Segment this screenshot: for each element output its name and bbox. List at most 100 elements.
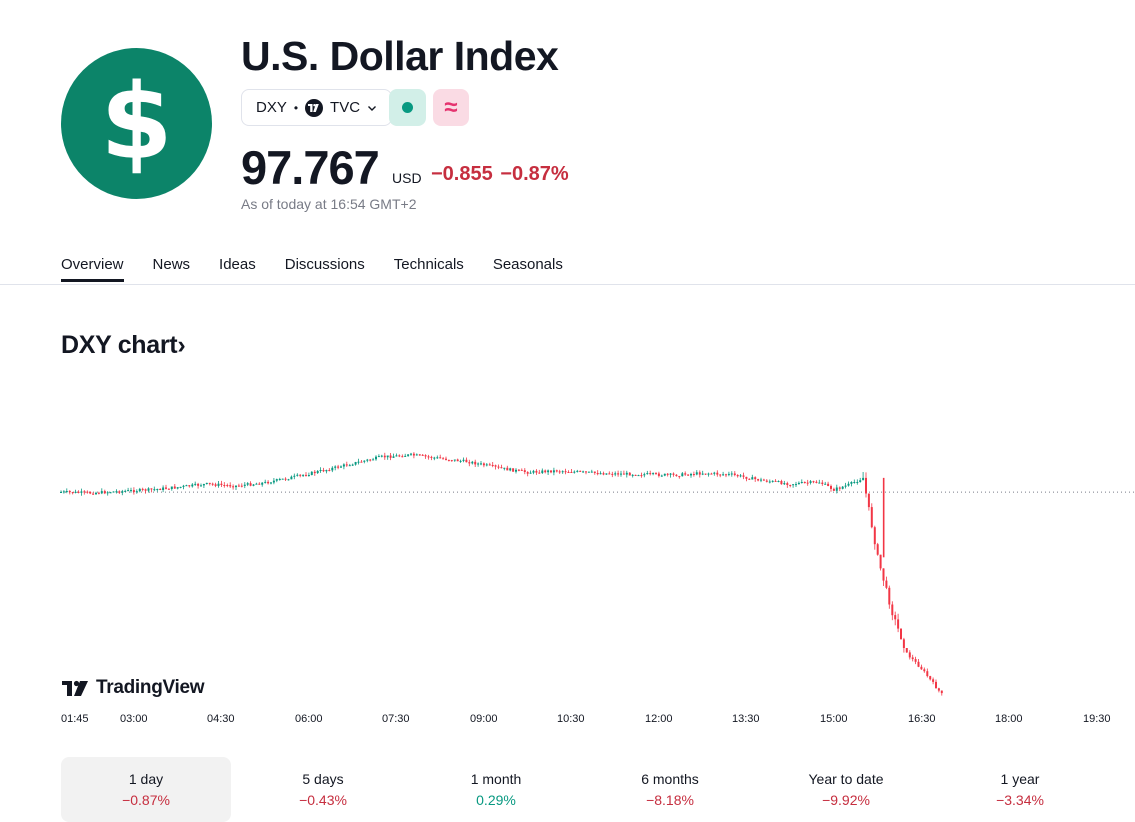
- time-tick-label: 10:30: [557, 713, 585, 725]
- candle-body: [812, 481, 815, 483]
- candle-body: [923, 669, 926, 672]
- candle-body: [468, 462, 471, 464]
- candle-body: [500, 467, 503, 469]
- period-change: 0.29%: [476, 792, 516, 808]
- candle-body: [170, 486, 173, 489]
- time-tick-label: 01:45: [61, 713, 89, 725]
- period-1-month[interactable]: 1 month 0.29%: [411, 757, 581, 822]
- time-tick-label: 07:30: [382, 713, 410, 725]
- candle-body: [106, 492, 109, 494]
- symbol-exchange-selector[interactable]: DXY • TVC: [241, 89, 393, 126]
- period-6-months[interactable]: 6 months −8.18%: [585, 757, 755, 822]
- candle-body: [634, 474, 637, 476]
- candle-body: [182, 485, 185, 487]
- candle-body: [275, 479, 278, 481]
- candle-body: [681, 473, 684, 477]
- period-label: 1 year: [1000, 771, 1040, 787]
- candle-body: [803, 482, 806, 483]
- chart-section-title[interactable]: DXY chart›: [61, 331, 186, 360]
- candle-body: [552, 470, 555, 473]
- period-1-year[interactable]: 1 year −3.34%: [935, 757, 1105, 822]
- candle-body: [879, 554, 882, 569]
- candle-body: [412, 453, 415, 456]
- candle-body: [258, 483, 261, 485]
- candle-body: [132, 490, 135, 492]
- period-year-to-date[interactable]: Year to date −9.92%: [761, 757, 931, 822]
- candle-body: [380, 455, 383, 457]
- candle-body: [905, 648, 908, 653]
- candle-body: [783, 483, 786, 485]
- candle-body: [558, 471, 561, 473]
- candle-body: [497, 466, 500, 468]
- candle-body: [865, 477, 867, 494]
- candle-body: [103, 491, 106, 494]
- candle-body: [599, 473, 602, 475]
- candle-body: [517, 469, 520, 471]
- tradingview-brand[interactable]: TradingView: [62, 677, 205, 699]
- candle-body: [917, 661, 920, 667]
- candle-body: [471, 461, 474, 464]
- candle-body: [153, 489, 156, 491]
- tab-technicals[interactable]: Technicals: [393, 256, 464, 273]
- price-chart[interactable]: [0, 380, 1135, 710]
- candle-body: [232, 486, 235, 488]
- candle-body: [751, 477, 754, 480]
- candle-body: [252, 484, 255, 486]
- candle-body: [815, 481, 818, 483]
- tab-news[interactable]: News: [152, 256, 191, 273]
- candle-body: [526, 472, 529, 474]
- period-5-days[interactable]: 5 days −0.43%: [238, 757, 408, 822]
- candle-body: [867, 493, 870, 508]
- tab-overview[interactable]: Overview: [61, 256, 124, 282]
- candle-body: [165, 487, 167, 489]
- last-price: 97.767: [241, 141, 380, 194]
- candle-body: [360, 461, 363, 463]
- candle-body: [316, 471, 319, 473]
- period-1-day[interactable]: 1 day −0.87%: [61, 757, 231, 822]
- candle-body: [354, 462, 357, 465]
- time-tick-label: 09:00: [470, 713, 498, 725]
- candle-body: [622, 473, 625, 475]
- market-status-button[interactable]: [389, 89, 426, 126]
- candle-body: [363, 460, 366, 462]
- candle-body: [739, 475, 742, 477]
- time-tick-label: 16:30: [908, 713, 936, 725]
- candle-body: [748, 478, 751, 480]
- candle-body: [147, 488, 150, 491]
- change-percent: −0.87%: [500, 163, 569, 185]
- period-change: −3.34%: [996, 792, 1044, 808]
- candle-body: [605, 473, 608, 475]
- candle-body: [873, 527, 876, 545]
- time-tick-label: 15:00: [820, 713, 848, 725]
- candle-body: [205, 482, 208, 484]
- candle-body: [135, 491, 138, 493]
- candle-body: [675, 474, 678, 477]
- candle-body: [92, 493, 95, 495]
- delayed-data-button[interactable]: ≈: [433, 89, 469, 126]
- candle-body: [532, 470, 535, 473]
- candle-body: [771, 480, 774, 482]
- candle-body: [544, 470, 547, 473]
- candle-body: [95, 492, 97, 495]
- candle-body: [704, 473, 707, 475]
- candle-body: [596, 473, 599, 475]
- candle-body: [824, 483, 827, 485]
- tab-discussions[interactable]: Discussions: [284, 256, 365, 273]
- candle-body: [439, 457, 442, 459]
- tab-seasonals[interactable]: Seasonals: [492, 256, 563, 273]
- candle-body: [908, 652, 911, 658]
- candle-body: [643, 474, 646, 476]
- candle-body: [742, 475, 745, 477]
- candle-body: [310, 471, 313, 475]
- candle-body: [246, 483, 249, 485]
- tab-ideas[interactable]: Ideas: [219, 256, 256, 273]
- candle-body: [401, 456, 404, 458]
- candle-body: [631, 474, 634, 476]
- candle-body: [421, 454, 424, 456]
- candle-body: [334, 466, 337, 468]
- candle-body: [267, 481, 270, 484]
- candle-body: [270, 482, 272, 484]
- candle-body: [217, 483, 220, 486]
- candle-body: [453, 459, 456, 461]
- candle-body: [926, 671, 929, 677]
